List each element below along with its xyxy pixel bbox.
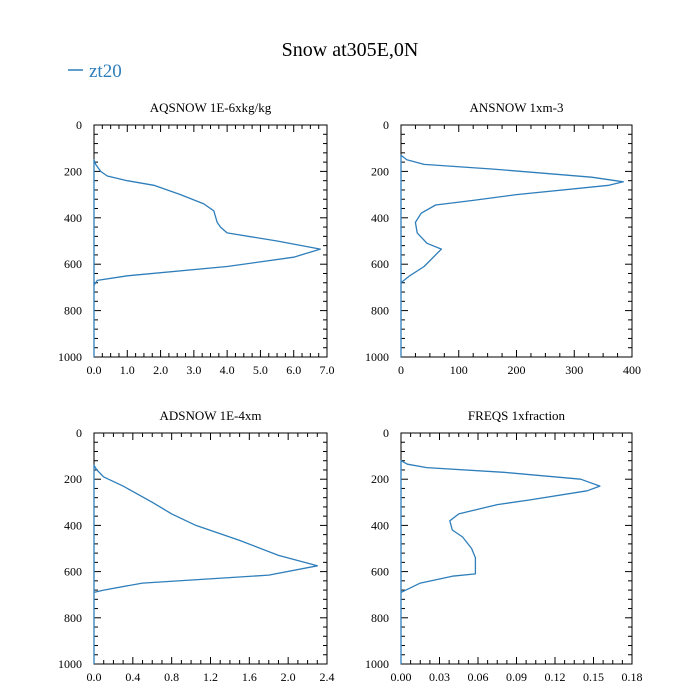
y-tick-label: 800: [64, 304, 82, 318]
y-tick-label: 0: [76, 118, 82, 132]
panel-title: ANSNOW 1xm-3: [469, 100, 563, 115]
y-tick-label: 600: [64, 257, 82, 271]
panel-3: ADSNOW 1E-4xm 0.0 0.4 0.8 1.2 1.6 2.0 2.4 0 200 40…: [58, 408, 335, 684]
series-line-zt20: [93, 159, 321, 357]
series-line-zt20: [400, 460, 601, 664]
y-tick-label: 1000: [365, 350, 389, 364]
x-tick-label: 2.4: [320, 670, 335, 684]
legend-label: zt20: [89, 61, 122, 82]
panels: AQSNOW 1E-6xkg/kg 0.0 1.0 2.0 3.0 4.0 5.0 6.0 7.…: [58, 100, 643, 684]
panel-4: FREQS 1xfraction 0.00 0.03 0.06 0.09 0.12 0.15…: [365, 408, 643, 684]
x-tick-label: 200: [508, 363, 526, 377]
x-tick-label: 400: [623, 363, 641, 377]
panel-title: FREQS 1xfraction: [468, 408, 566, 423]
plot-frame: [93, 432, 328, 665]
x-tick-label: 0.0: [87, 363, 102, 377]
x-tick-label: 300: [565, 363, 583, 377]
x-tick-label: 1.6: [242, 670, 257, 684]
y-tick-label: 200: [64, 472, 82, 486]
y-tick-label: 0: [383, 118, 389, 132]
y-tick-label: 0: [383, 426, 389, 440]
x-tick-label: 1.0: [120, 363, 135, 377]
x-tick-label: 0.03: [429, 670, 450, 684]
x-tick-label: 0: [398, 363, 404, 377]
x-tick-label: 0.0: [87, 670, 102, 684]
legend: zt20: [68, 61, 122, 82]
x-tick-label: 5.0: [253, 363, 268, 377]
y-tick-label: 400: [64, 518, 82, 532]
panel-title: ADSNOW 1E-4xm: [160, 408, 262, 423]
y-tick-label: 400: [371, 518, 389, 532]
y-tick-label: 800: [64, 611, 82, 625]
x-tick-label: 0.4: [125, 670, 140, 684]
x-tick-label: 0.12: [545, 670, 566, 684]
x-tick-label: 0.18: [622, 670, 643, 684]
y-tick-label: 400: [64, 211, 82, 225]
panel-2: ANSNOW 1xm-3 0 100 200 300 400 0 200 400 600 800 10…: [365, 100, 641, 377]
x-tick-label: 1.2: [203, 670, 218, 684]
x-tick-label: 3.0: [186, 363, 201, 377]
panel-1: AQSNOW 1E-6xkg/kg 0.0 1.0 2.0 3.0 4.0 5.0 6.0 7.…: [58, 100, 335, 377]
panel-title: AQSNOW 1E-6xkg/kg: [150, 100, 272, 115]
y-tick-label: 200: [371, 472, 389, 486]
series-line-zt20: [93, 464, 318, 664]
y-tick-label: 600: [371, 565, 389, 579]
y-tick-label: 800: [371, 611, 389, 625]
y-tick-label: 600: [64, 565, 82, 579]
y-tick-label: 400: [371, 211, 389, 225]
x-tick-label: 0.06: [468, 670, 489, 684]
x-tick-label: 100: [450, 363, 468, 377]
x-tick-label: 6.0: [286, 363, 301, 377]
x-tick-label: 7.0: [320, 363, 335, 377]
y-tick-label: 1000: [58, 657, 82, 671]
y-tick-label: 200: [371, 164, 389, 178]
x-tick-label: 0.15: [583, 670, 604, 684]
plot-frame: [400, 124, 633, 358]
y-tick-label: 200: [64, 164, 82, 178]
y-tick-label: 600: [371, 257, 389, 271]
y-tick-label: 1000: [365, 657, 389, 671]
plot-frame: [93, 124, 328, 358]
x-tick-label: 2.0: [153, 363, 168, 377]
y-tick-label: 800: [371, 304, 389, 318]
y-tick-label: 1000: [58, 350, 82, 364]
y-tick-label: 0: [76, 426, 82, 440]
series-line-zt20: [400, 154, 624, 357]
figure-title: Snow at305E,0N: [282, 39, 419, 61]
x-tick-label: 2.0: [281, 670, 296, 684]
x-tick-label: 0.8: [164, 670, 179, 684]
x-tick-label: 0.00: [391, 670, 412, 684]
x-tick-label: 0.09: [506, 670, 527, 684]
x-tick-label: 4.0: [220, 363, 235, 377]
